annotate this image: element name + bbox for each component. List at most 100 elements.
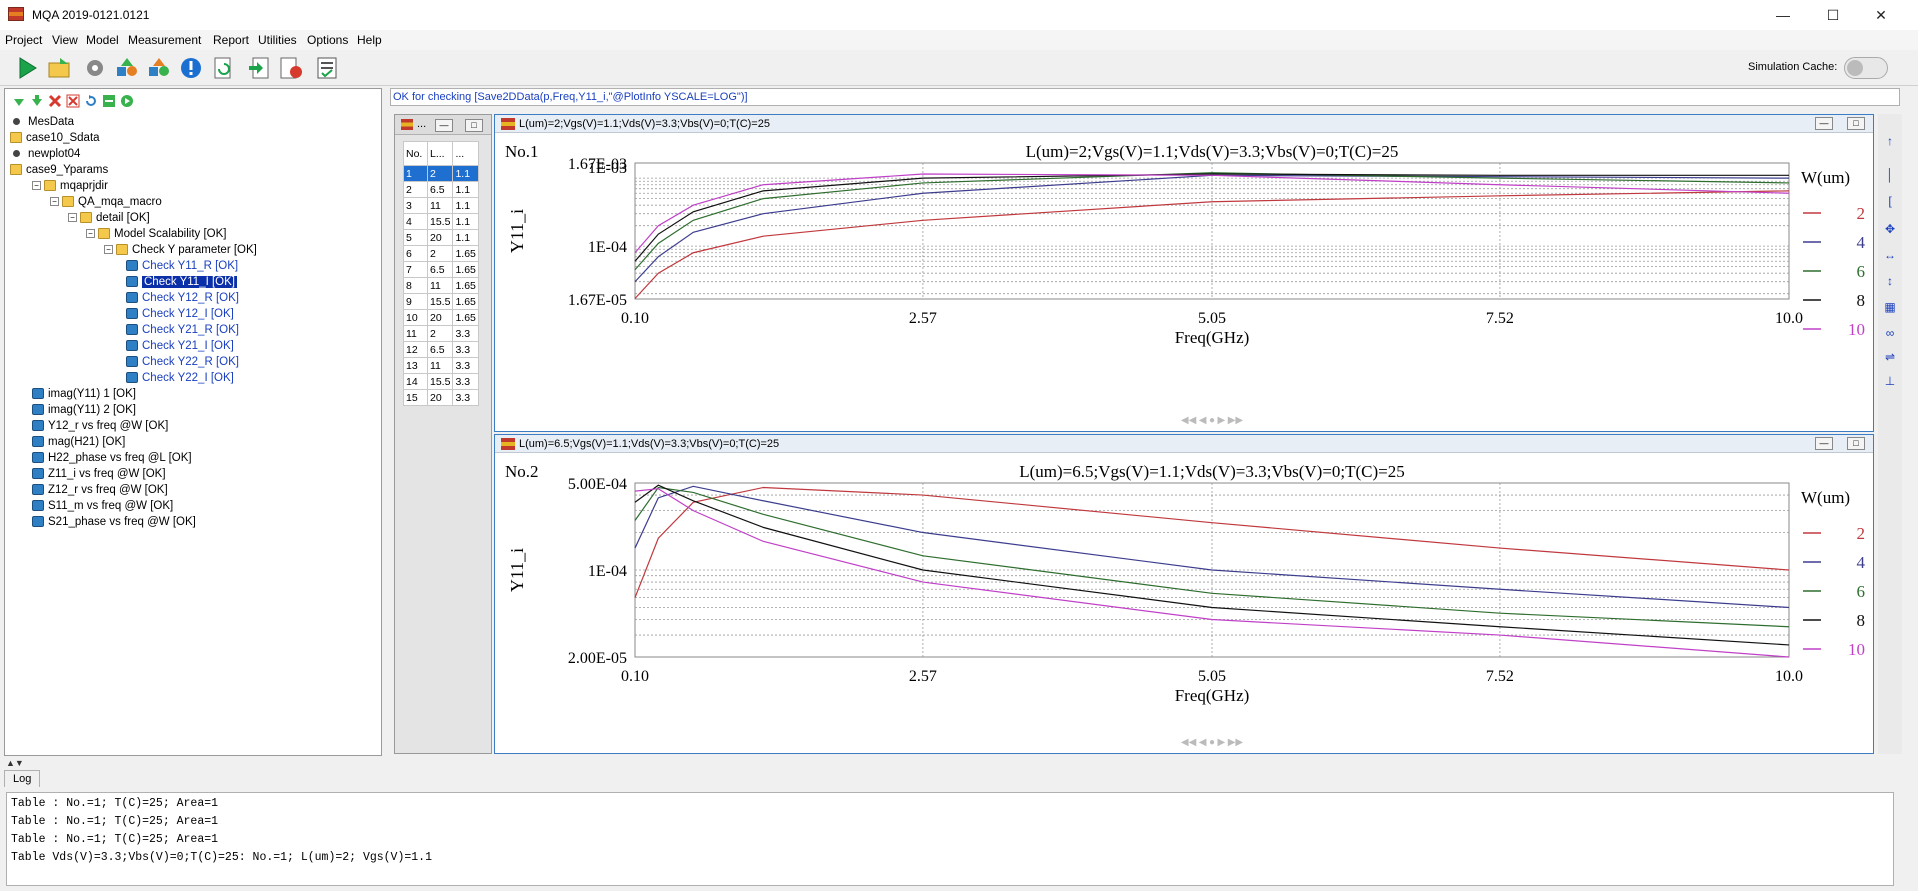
column-header-no[interactable]: No.	[403, 141, 428, 166]
tree-item[interactable]: Check Y11_R [OK]	[126, 258, 238, 274]
zoom-fit-icon[interactable]: ↑	[1887, 134, 1893, 148]
tree-item[interactable]: case10_Sdata	[10, 130, 100, 146]
plot2-minimize-button[interactable]: —	[1815, 437, 1833, 450]
expand-vertical-icon[interactable]: ↕	[1887, 274, 1893, 288]
refresh-doc-icon[interactable]	[210, 55, 236, 81]
collapse-toggle-icon[interactable]: −	[104, 245, 113, 255]
vertical-line-icon[interactable]: │	[1886, 168, 1894, 182]
plot-1-chart[interactable]: No.1 L(um)=2;Vgs(V)=1.1;Vds(V)=3.3;Vbs(V)…	[495, 133, 1873, 431]
table-row[interactable]: 4 15.5 1.1	[403, 213, 479, 230]
delete-all-icon[interactable]	[66, 94, 80, 108]
maximize-button[interactable]: ☐	[1826, 7, 1840, 23]
tree-item[interactable]: Check Y22_I [OK]	[126, 370, 234, 386]
column-header-v[interactable]: ...	[452, 141, 479, 166]
tree-item[interactable]: case9_Yparams	[10, 162, 108, 178]
tree-item[interactable]: imag(Y11) 2 [OK]	[32, 402, 136, 418]
menu-utilities[interactable]: Utilities	[258, 33, 297, 47]
expand-all-icon[interactable]	[102, 94, 116, 108]
tree-item[interactable]: Check Y12_I [OK]	[126, 306, 234, 322]
tree-item[interactable]: newplot04	[10, 146, 80, 162]
tree-item[interactable]: − detail [OK]	[68, 210, 150, 226]
simulation-cache-toggle[interactable]	[1844, 57, 1888, 79]
table-row[interactable]: 5 20 1.1	[403, 229, 479, 246]
menu-project[interactable]: Project	[5, 33, 43, 47]
collapse-toggle-icon[interactable]: −	[68, 213, 77, 223]
tree-item[interactable]: − Model Scalability [OK]	[86, 226, 227, 242]
menu-help[interactable]: Help	[357, 33, 382, 47]
tree-item[interactable]: S11_m vs freq @W [OK]	[32, 498, 173, 514]
menu-model[interactable]: Model	[86, 33, 119, 47]
splitter-arrows[interactable]: ▲▼	[6, 758, 24, 768]
report-icon[interactable]	[314, 55, 340, 81]
minimize-button[interactable]: —	[1776, 7, 1790, 23]
page-navigation-icon[interactable]: ◀◀ ◀ ● ▶ ▶▶	[1181, 415, 1243, 426]
table-row[interactable]: 15 20 3.3	[403, 389, 479, 406]
collapse-toggle-icon[interactable]: −	[50, 197, 59, 207]
import-icon[interactable]	[246, 55, 272, 81]
table-row[interactable]: 13 11 3.3	[403, 357, 479, 374]
menu-report[interactable]: Report	[213, 33, 250, 47]
tree-item[interactable]: Check Y12_R [OK]	[126, 290, 239, 306]
move-down-alt-icon[interactable]	[30, 94, 44, 108]
tree-item[interactable]: Check Y21_R [OK]	[126, 322, 239, 338]
table-row[interactable]: 14 15.5 3.3	[403, 373, 479, 390]
table-row[interactable]: 1 2 1.1	[403, 165, 479, 182]
open-folder-icon[interactable]	[46, 55, 72, 81]
run-icon[interactable]	[14, 55, 40, 81]
tree-item[interactable]: Check Y22_R [OK]	[126, 354, 239, 370]
table-row[interactable]: 8 11 1.65	[403, 277, 479, 294]
plot1-restore-button[interactable]: □	[1847, 117, 1865, 130]
pan-icon[interactable]: ✥	[1884, 222, 1896, 236]
tree-item[interactable]: S21_phase vs freq @W [OK]	[32, 514, 196, 530]
multiplot-icon[interactable]: ▦	[1884, 300, 1896, 314]
column-header-l[interactable]: L...	[426, 141, 454, 166]
sync-icon[interactable]: ⇌	[1884, 350, 1896, 364]
tree-item[interactable]: mag(H21) [OK]	[32, 434, 125, 450]
plot2-restore-button[interactable]: □	[1847, 437, 1865, 450]
go-icon[interactable]	[120, 94, 134, 108]
close-button[interactable]: ✕	[1875, 7, 1887, 23]
tree-item[interactable]: Check Y11_I [OK]	[126, 274, 237, 290]
page-navigation-icon[interactable]: ◀◀ ◀ ● ▶ ▶▶	[1181, 737, 1243, 748]
ibeam-icon[interactable]: ⊥	[1884, 374, 1896, 388]
link-icon[interactable]: ∞	[1885, 326, 1895, 340]
tree-item[interactable]: − Check Y parameter [OK]	[104, 242, 257, 258]
table-row[interactable]: 12 6.5 3.3	[403, 341, 479, 358]
plot1-minimize-button[interactable]: —	[1815, 117, 1833, 130]
tree-item[interactable]: imag(Y11) 1 [OK]	[32, 386, 136, 402]
table-row[interactable]: 6 2 1.65	[403, 245, 479, 262]
plot-2-chart[interactable]: No.2 L(um)=6.5;Vgs(V)=1.1;Vds(V)=3.3;Vbs(…	[495, 453, 1873, 753]
collapse-toggle-icon[interactable]: −	[86, 229, 95, 239]
tree-item[interactable]: MesData	[10, 114, 74, 130]
bracket-icon[interactable]: [	[1888, 194, 1892, 208]
table-row[interactable]: 11 2 3.3	[403, 325, 479, 342]
expand-horizontal-icon[interactable]: ↔	[1884, 248, 1896, 262]
shapes-icon[interactable]	[114, 55, 140, 81]
table-minimize-button[interactable]: —	[435, 119, 453, 132]
export-icon[interactable]	[278, 55, 304, 81]
settings-check-icon[interactable]	[82, 55, 108, 81]
table-row[interactable]: 7 6.5 1.65	[403, 261, 479, 278]
shapes-alt-icon[interactable]	[146, 55, 172, 81]
tree-item[interactable]: − mqaprjdir	[32, 178, 108, 194]
tree-item[interactable]: Z11_i vs freq @W [OK]	[32, 466, 166, 482]
tree-item[interactable]: H22_phase vs freq @L [OK]	[32, 450, 192, 466]
log-tab[interactable]: Log	[4, 770, 41, 787]
info-icon[interactable]	[178, 55, 204, 81]
move-down-icon[interactable]	[12, 94, 26, 108]
table-row[interactable]: 2 6.5 1.1	[403, 181, 479, 198]
table-row[interactable]: 9 15.5 1.65	[403, 293, 479, 310]
menu-options[interactable]: Options	[307, 33, 349, 47]
tree-item[interactable]: Check Y21_I [OK]	[126, 338, 234, 354]
refresh-icon[interactable]	[84, 94, 98, 108]
tree-item[interactable]: Z12_r vs freq @W [OK]	[32, 482, 168, 498]
table-restore-button[interactable]: □	[465, 119, 483, 132]
delete-icon[interactable]	[48, 94, 62, 108]
tree-item[interactable]: − QA_mqa_macro	[50, 194, 162, 210]
collapse-toggle-icon[interactable]: −	[32, 181, 41, 191]
menu-measurement[interactable]: Measurement	[128, 33, 202, 47]
menu-view[interactable]: View	[52, 33, 78, 47]
table-row[interactable]: 3 11 1.1	[403, 197, 479, 214]
table-row[interactable]: 10 20 1.65	[403, 309, 479, 326]
tree-item[interactable]: Y12_r vs freq @W [OK]	[32, 418, 168, 434]
